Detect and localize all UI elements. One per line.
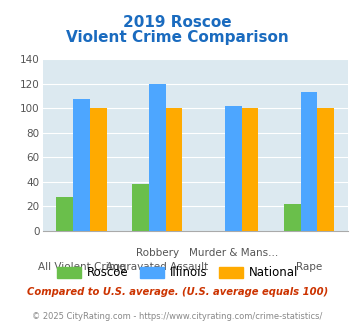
Text: Aggravated Assault: Aggravated Assault: [106, 262, 208, 272]
Text: Robbery: Robbery: [136, 248, 179, 258]
Text: Rape: Rape: [296, 262, 322, 272]
Bar: [317, 109, 334, 231]
Bar: [132, 184, 149, 231]
Bar: [149, 84, 166, 231]
Bar: [284, 204, 301, 231]
Text: 2019 Roscoe: 2019 Roscoe: [123, 15, 232, 30]
Bar: [73, 99, 90, 231]
Bar: [90, 109, 106, 231]
Legend: Roscoe, Illinois, National: Roscoe, Illinois, National: [53, 262, 302, 284]
Bar: [225, 106, 241, 231]
Text: Compared to U.S. average. (U.S. average equals 100): Compared to U.S. average. (U.S. average …: [27, 287, 328, 297]
Bar: [166, 109, 182, 231]
Bar: [241, 109, 258, 231]
Text: Violent Crime Comparison: Violent Crime Comparison: [66, 30, 289, 45]
Bar: [301, 92, 317, 231]
Bar: [56, 197, 73, 231]
Text: Murder & Mans...: Murder & Mans...: [189, 248, 278, 258]
Text: All Violent Crime: All Violent Crime: [38, 262, 125, 272]
Text: © 2025 CityRating.com - https://www.cityrating.com/crime-statistics/: © 2025 CityRating.com - https://www.city…: [32, 312, 323, 321]
